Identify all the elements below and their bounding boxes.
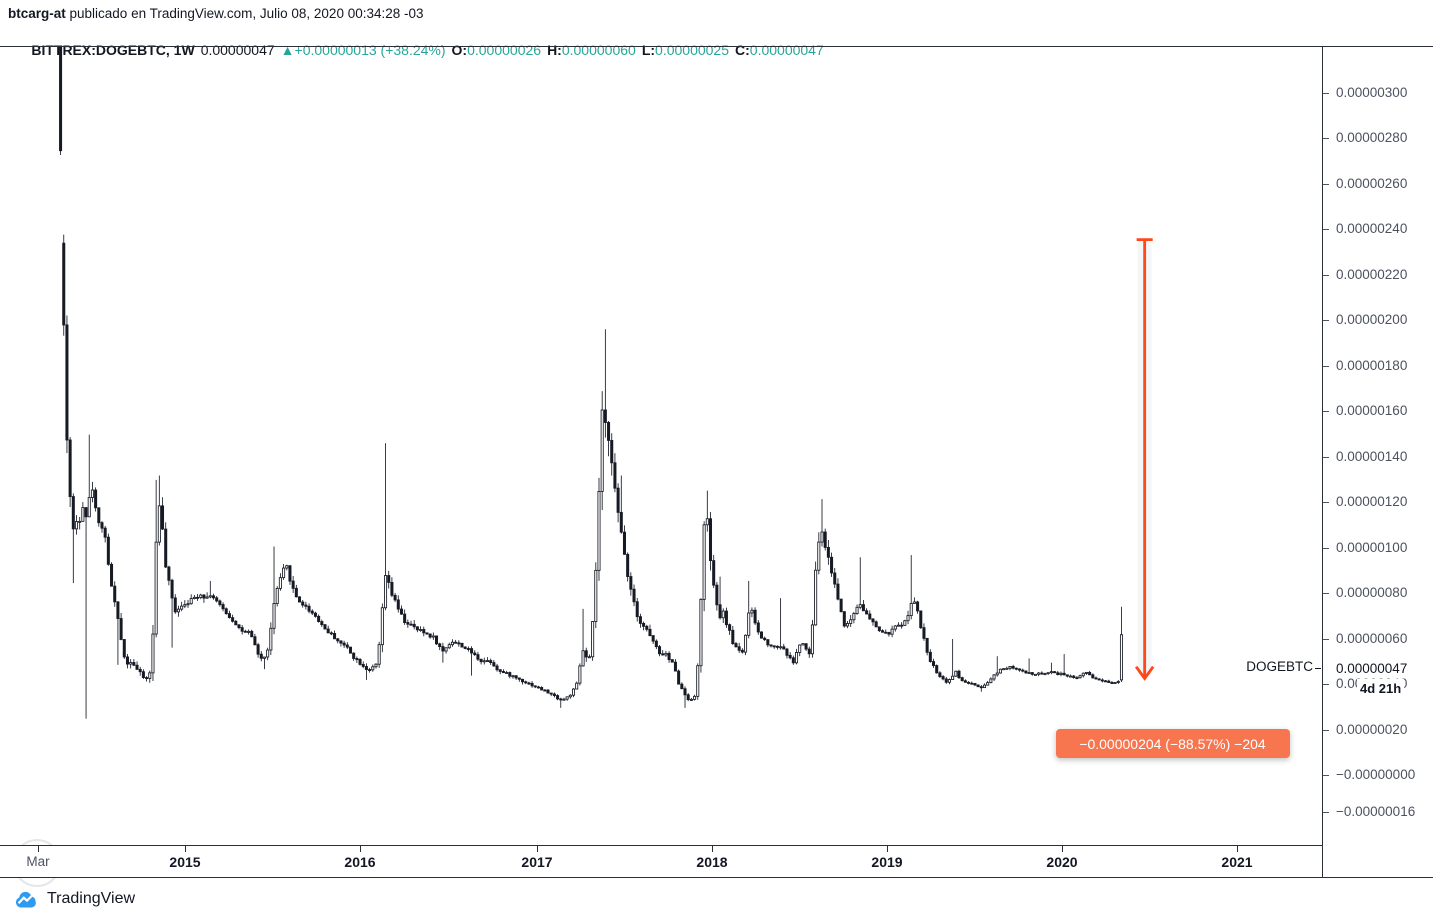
price-tick-mark xyxy=(1323,811,1329,813)
time-tick-label: 2018 xyxy=(696,854,728,870)
price-tick-label: 0.00000280 xyxy=(1336,130,1408,146)
price-tick-dash xyxy=(1315,667,1321,669)
price-tick-label: 0.00000260 xyxy=(1336,175,1408,191)
price-tick-label: 0.00000240 xyxy=(1336,221,1408,237)
tradingview-logo-icon[interactable] xyxy=(14,888,40,910)
price-tick-label: 0.00000120 xyxy=(1336,494,1408,510)
price-tick-mark xyxy=(1323,593,1329,595)
price-tick-mark xyxy=(1323,92,1329,94)
price-tick-label: 0.00000100 xyxy=(1336,539,1408,555)
time-tick-mark xyxy=(887,846,888,852)
time-tick-mark xyxy=(185,846,186,852)
price-tick-mark xyxy=(1323,183,1329,185)
author-name: btcarg-at xyxy=(8,6,66,21)
price-tick-mark xyxy=(1323,456,1329,458)
price-tick-mark xyxy=(1323,320,1329,322)
measure-label[interactable]: −0.00000204 (−88.57%) −204 xyxy=(1055,729,1290,759)
publication-line: btcarg-at publicado en TradingView.com, … xyxy=(8,6,424,21)
price-axis[interactable]: 0.00000300 0.00000280 0.00000260 0.00000240… xyxy=(1322,46,1433,878)
price-tick-mark xyxy=(1323,229,1329,231)
price-tick-label: 0.00000220 xyxy=(1336,266,1408,282)
price-tick-mark xyxy=(1323,729,1329,731)
time-tick-label: 2021 xyxy=(1221,854,1253,870)
last-price-axis-label: 0.00000047 xyxy=(1336,659,1410,677)
price-tick-label: 0.00000080 xyxy=(1336,585,1408,601)
price-tick-mark xyxy=(1323,775,1329,777)
price-tick-mark xyxy=(1323,547,1329,549)
measure-arrow[interactable] xyxy=(1134,238,1155,681)
price-tick-mark xyxy=(1323,365,1329,367)
time-tick-label: Mar xyxy=(26,854,50,869)
footer: TradingView xyxy=(14,884,135,914)
header: btcarg-at publicado en TradingView.com, … xyxy=(8,0,1428,58)
price-tick-label: 0.00000140 xyxy=(1336,448,1408,464)
time-tick-mark xyxy=(360,846,361,852)
price-tick-mark xyxy=(1323,274,1329,276)
price-tick-label: 0.00000180 xyxy=(1336,357,1408,373)
instrument-label: DOGEBTC xyxy=(1246,658,1313,674)
price-tick-mark xyxy=(1323,502,1329,504)
price-tick-label: 0.00000200 xyxy=(1336,312,1408,328)
time-tick-label: 2020 xyxy=(1046,854,1078,870)
price-tick-label: 0.00000300 xyxy=(1336,84,1408,100)
time-tick-label: 2016 xyxy=(344,854,376,870)
price-tick-label: −0.00000000 xyxy=(1336,767,1416,783)
price-tick-mark xyxy=(1323,138,1329,140)
price-tick-mark xyxy=(1323,638,1329,640)
time-tick-label: 2017 xyxy=(521,854,553,870)
price-tick-label: −0.00000016 xyxy=(1336,803,1416,819)
price-tick-label: 0.00000060 xyxy=(1336,630,1408,646)
price-tick-label: 0.00000160 xyxy=(1336,403,1408,419)
axis-bottom-border xyxy=(0,877,1433,878)
time-tick-mark xyxy=(1062,846,1063,852)
price-tick-label: 0.00000020 xyxy=(1336,721,1408,737)
time-tick-label: 2019 xyxy=(871,854,903,870)
bar-countdown: 4d 21h xyxy=(1357,679,1405,699)
time-tick-mark xyxy=(38,846,39,852)
chart-pane[interactable] xyxy=(0,46,1322,887)
candles xyxy=(59,47,1124,719)
time-axis[interactable]: Mar 2015 2016 2017 2018 2019 2020 2021 xyxy=(0,845,1322,877)
publication-text: publicado en TradingView.com, Julio 08, … xyxy=(65,6,424,21)
tradingview-brand-text[interactable]: TradingView xyxy=(47,890,136,907)
price-tick-mark xyxy=(1323,411,1329,413)
time-tick-mark xyxy=(1237,846,1238,852)
candlestick-chart[interactable] xyxy=(0,47,1322,846)
time-tick-mark xyxy=(712,846,713,852)
time-tick-mark xyxy=(537,846,538,852)
price-tick-mark xyxy=(1323,684,1329,686)
time-tick-label: 2015 xyxy=(169,854,201,870)
